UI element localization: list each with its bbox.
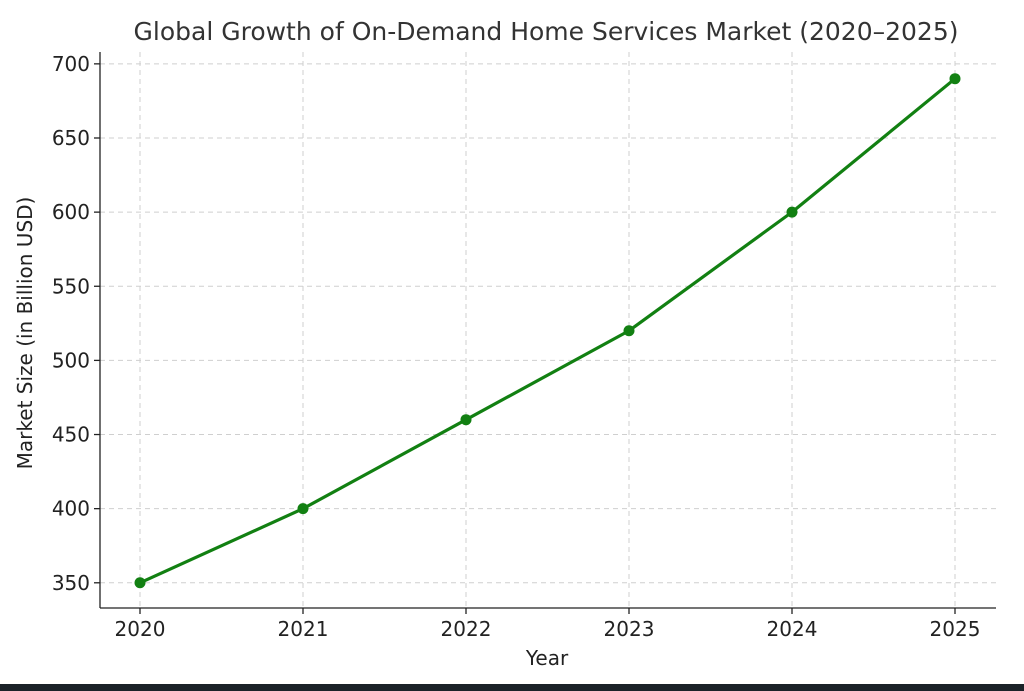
series-layer	[134, 73, 961, 589]
y-tick-label: 350	[52, 571, 90, 595]
x-tick-label: 2025	[930, 617, 981, 641]
y-tick-label: 450	[52, 423, 90, 447]
y-tick-label: 550	[52, 274, 90, 298]
x-axis-label: Year	[525, 646, 569, 670]
axes-layer	[99, 52, 996, 609]
y-tick-label: 500	[52, 348, 90, 372]
x-tick-label: 2020	[115, 617, 166, 641]
grid-layer	[100, 52, 996, 608]
y-tick-label: 650	[52, 126, 90, 150]
chart-title: Global Growth of On-Demand Home Services…	[134, 17, 959, 46]
y-axis-label: Market Size (in Billion USD)	[13, 197, 37, 470]
x-tick-label: 2024	[767, 617, 818, 641]
data-point	[297, 503, 309, 515]
data-point	[623, 325, 635, 337]
x-tick-label: 2023	[604, 617, 655, 641]
tick-layer: 350 400 450 500 550 600 650 700 2020 2021 2022 2023…	[52, 52, 981, 641]
data-point	[460, 414, 472, 426]
data-point	[949, 73, 961, 85]
data-point	[134, 577, 146, 589]
data-point	[786, 206, 798, 218]
y-tick-label: 400	[52, 497, 90, 521]
x-tick-label: 2021	[278, 617, 329, 641]
x-tick-label: 2022	[441, 617, 492, 641]
y-tick-label: 600	[52, 200, 90, 224]
y-tick-label: 700	[52, 52, 90, 76]
bottom-frame-bar	[0, 684, 1024, 691]
series-line	[139, 77, 957, 585]
